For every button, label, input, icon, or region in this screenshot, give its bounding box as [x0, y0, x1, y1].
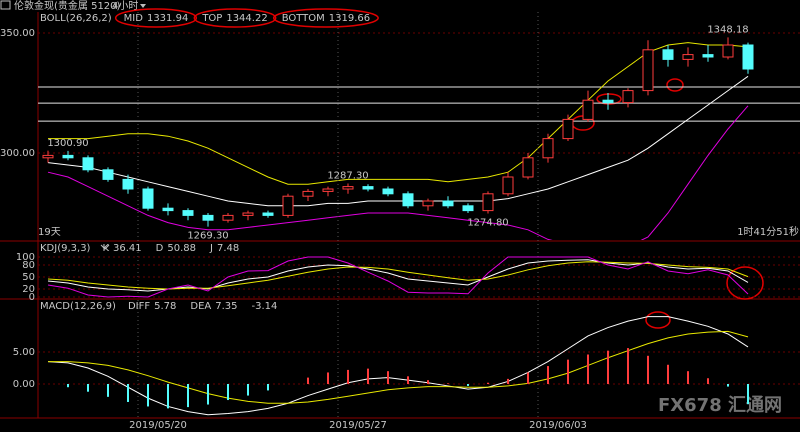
candle-body — [522, 157, 534, 178]
candle-body — [142, 188, 154, 209]
symbol-title[interactable]: 伦敦金现(贵金属 5120) — [14, 0, 121, 12]
candle-body — [62, 154, 74, 159]
macd-plot — [47, 316, 749, 416]
bar-count-note: 19天 — [38, 227, 61, 238]
legend-name: TOP — [201, 13, 222, 24]
x-tick-label: 2019/06/03 — [529, 420, 587, 431]
x-tick-label: 2019/05/27 — [329, 420, 387, 431]
candle-body — [622, 90, 634, 104]
candle-body — [642, 49, 654, 92]
countdown-note: 1时41分51秒 — [737, 225, 799, 238]
candle-body — [442, 200, 454, 207]
y-tick-label: 100 — [16, 252, 35, 263]
legend-name: J — [209, 243, 213, 254]
y-tick-label: 5.00 — [13, 347, 35, 358]
candle-body — [162, 207, 174, 212]
candle-body — [662, 49, 674, 60]
indicator-label: MACD(12,26,9) — [40, 301, 116, 312]
low-label: 1274.80 — [467, 217, 508, 228]
candle-body — [262, 212, 274, 216]
high-label: 1300.90 — [47, 138, 88, 149]
y-tick-label: 50 — [22, 272, 35, 283]
period-dropdown-icon[interactable] — [140, 4, 146, 8]
highlight-mark — [645, 311, 671, 329]
price-plot — [38, 37, 800, 240]
candle-body — [282, 195, 294, 216]
indicator-label: KDJ(9,3,3) — [40, 243, 91, 254]
candle-body — [462, 205, 474, 212]
candle-body — [322, 188, 334, 192]
kdj-plot — [47, 256, 749, 298]
high-label: 1287.30 — [327, 170, 368, 181]
legend-name: K — [102, 243, 109, 254]
candle-body — [422, 200, 434, 207]
highlight-mark — [726, 266, 764, 300]
macd-line — [47, 316, 749, 416]
candle-body — [602, 99, 614, 104]
legend-name: BOTTOM — [282, 13, 325, 24]
y-tick-label: 0.00 — [13, 379, 35, 390]
candle-body — [742, 44, 754, 70]
legend-value: 7.48 — [217, 243, 239, 254]
candle-body — [582, 99, 594, 120]
candle-body — [722, 44, 734, 58]
macd-line — [48, 330, 749, 404]
candle-body — [342, 186, 354, 190]
legend-name: D — [156, 243, 164, 254]
candle-body — [482, 193, 494, 212]
candle-body — [202, 214, 214, 221]
candle-body — [82, 157, 94, 171]
candle-body — [102, 169, 114, 180]
highlight-mark — [114, 8, 198, 28]
indicator-label: BOLL(26,26,2) — [40, 13, 112, 24]
highlight-mark — [272, 8, 379, 28]
legend-name: MID — [124, 13, 144, 24]
low-label: 1269.30 — [187, 231, 228, 242]
boll-line — [48, 42, 749, 185]
candle-body — [242, 212, 254, 216]
y-tick-label: 1350.00 — [0, 28, 35, 39]
y-tick-label: 20 — [22, 284, 35, 295]
legend-value: 1319.66 — [329, 13, 370, 24]
candle-body — [382, 188, 394, 195]
candle-body — [222, 214, 234, 221]
legend-name: DEA — [190, 301, 211, 312]
boll-line — [47, 75, 749, 207]
y-tick-label: 1300.00 — [0, 148, 35, 159]
kdj-line — [47, 261, 749, 290]
legend-value: 1344.22 — [226, 13, 267, 24]
candle-body — [562, 118, 574, 140]
candle-body — [122, 178, 134, 190]
kdj-line — [47, 256, 749, 298]
legend-value: 5.78 — [154, 301, 176, 312]
boll-line — [47, 105, 749, 240]
candle-body — [542, 138, 554, 159]
x-tick-label: 2019/05/20 — [129, 420, 187, 431]
legend-value: -3.14 — [252, 301, 278, 312]
legend-name: DIFF — [128, 301, 150, 312]
candle-body — [402, 193, 414, 207]
y-tick-label: 0 — [29, 292, 35, 303]
app-icon — [0, 0, 11, 10]
highlight-mark — [596, 93, 622, 105]
highlight-mark — [193, 8, 277, 28]
period-selector[interactable]: 4小时 — [112, 0, 138, 12]
candle-body — [42, 154, 54, 159]
legend-value: 1331.94 — [147, 13, 188, 24]
candle-body — [702, 54, 714, 58]
candle-body — [502, 176, 514, 195]
watermark: FX678 汇通网 — [658, 395, 782, 416]
high-label: 1348.18 — [707, 24, 748, 35]
legend-value: 7.35 — [215, 301, 237, 312]
kdj-dropdown-icon[interactable] — [100, 244, 110, 250]
candle-body — [682, 54, 694, 60]
highlight-mark — [666, 78, 684, 92]
legend-value: 50.88 — [167, 243, 196, 254]
candle-body — [362, 186, 374, 190]
candle-body — [302, 190, 314, 197]
y-tick-label: 80 — [22, 260, 35, 271]
candle-body — [182, 210, 194, 216]
legend-value: 36.41 — [113, 243, 142, 254]
